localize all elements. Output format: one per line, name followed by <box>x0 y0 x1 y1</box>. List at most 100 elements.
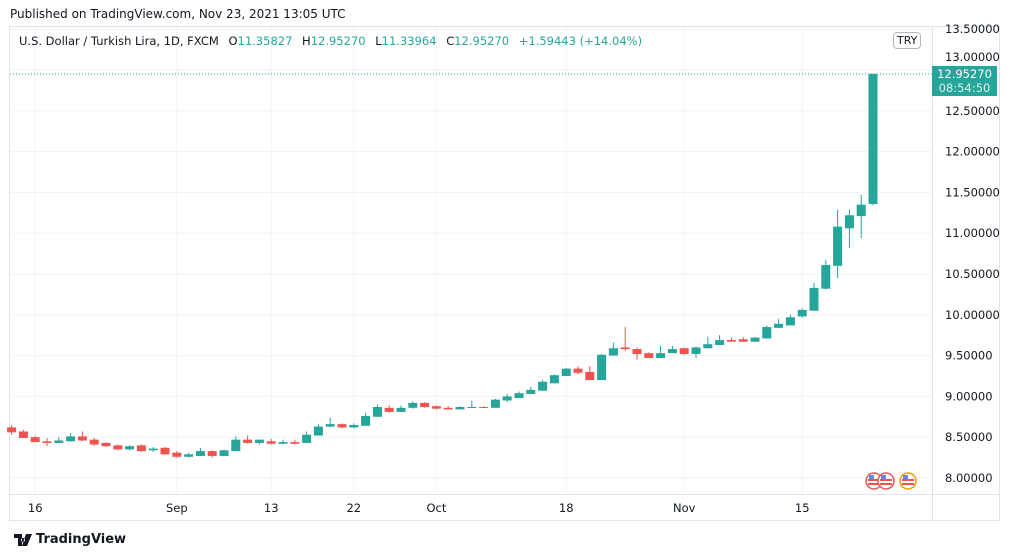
price-tick-label: 9.00000 <box>945 389 993 403</box>
candle[interactable] <box>514 391 524 399</box>
candle[interactable] <box>54 437 64 443</box>
candle[interactable] <box>396 405 406 412</box>
candle[interactable] <box>408 401 418 409</box>
candle-body <box>573 368 583 373</box>
candle[interactable] <box>467 400 477 409</box>
us-flag-event-icon <box>877 472 895 490</box>
candle-body <box>266 441 276 444</box>
price-tick-label: 8.50000 <box>945 430 993 444</box>
candle-body <box>243 439 253 443</box>
candle[interactable] <box>833 209 843 279</box>
price-tick-label: 10.00000 <box>945 308 1000 322</box>
candle-body <box>7 427 17 433</box>
candle[interactable] <box>774 318 784 328</box>
last-price-value: 12.95270 <box>937 67 992 81</box>
candle[interactable] <box>278 439 288 445</box>
candle[interactable] <box>337 423 347 429</box>
candle[interactable] <box>184 452 194 458</box>
candle[interactable] <box>632 347 642 360</box>
candle[interactable] <box>608 342 618 356</box>
candle[interactable] <box>231 436 241 452</box>
candle[interactable] <box>30 435 40 443</box>
price-tick-label: 12.50000 <box>945 104 1000 118</box>
candle[interactable] <box>89 438 99 447</box>
candle[interactable] <box>18 429 28 439</box>
candle-body <box>18 431 28 439</box>
candle[interactable] <box>42 438 52 447</box>
candle[interactable] <box>715 335 725 345</box>
candle[interactable] <box>160 446 170 456</box>
candle[interactable] <box>113 444 123 451</box>
candle[interactable] <box>479 406 489 409</box>
candle-body <box>384 407 394 412</box>
candle[interactable] <box>195 447 205 456</box>
candle[interactable] <box>809 282 819 311</box>
candle[interactable] <box>455 406 465 410</box>
candle[interactable] <box>644 352 654 359</box>
candle[interactable] <box>573 366 583 375</box>
candle[interactable] <box>797 308 807 319</box>
candle[interactable] <box>620 327 630 351</box>
candle-body <box>54 440 64 443</box>
candle[interactable] <box>597 353 607 381</box>
candle[interactable] <box>750 336 760 342</box>
candle-body <box>30 437 40 443</box>
candle[interactable] <box>738 336 748 342</box>
candle[interactable] <box>101 442 111 447</box>
tradingview-logo[interactable]: TradingView <box>14 532 126 547</box>
us-flag-event-icon <box>865 472 883 490</box>
candle[interactable] <box>125 445 135 451</box>
candle[interactable] <box>785 314 795 326</box>
candle[interactable] <box>538 380 548 391</box>
candle[interactable] <box>349 423 359 429</box>
candle-body <box>703 344 713 349</box>
candle[interactable] <box>77 431 87 442</box>
candle[interactable] <box>691 346 701 359</box>
candle[interactable] <box>266 438 276 445</box>
candle-body <box>136 445 146 452</box>
candle[interactable] <box>290 439 300 445</box>
candle[interactable] <box>384 405 394 413</box>
candle[interactable] <box>66 433 76 442</box>
candle[interactable] <box>561 367 571 376</box>
candle[interactable] <box>490 398 500 408</box>
candle[interactable] <box>726 337 736 342</box>
candle[interactable] <box>361 412 371 426</box>
candle[interactable] <box>821 260 831 290</box>
candle[interactable] <box>679 347 689 355</box>
candle[interactable] <box>856 194 866 239</box>
candle[interactable] <box>325 417 335 428</box>
candle[interactable] <box>148 446 158 452</box>
candle[interactable] <box>219 449 229 456</box>
candle[interactable] <box>7 424 17 435</box>
low-value: 11.33964 <box>381 34 437 48</box>
candle[interactable] <box>172 451 182 458</box>
candle[interactable] <box>844 209 854 248</box>
candle[interactable] <box>313 424 323 436</box>
candle[interactable] <box>703 336 713 349</box>
candle[interactable] <box>502 393 512 403</box>
candle[interactable] <box>667 345 677 354</box>
candle[interactable] <box>243 435 253 444</box>
candle-body <box>160 447 170 455</box>
candle[interactable] <box>549 374 559 384</box>
candle[interactable] <box>431 405 441 410</box>
candle[interactable] <box>207 450 217 458</box>
candle[interactable] <box>136 444 146 452</box>
candle[interactable] <box>762 325 772 339</box>
candle[interactable] <box>868 73 878 206</box>
currency-badge[interactable]: TRY <box>893 32 922 49</box>
candle[interactable] <box>254 439 264 445</box>
candle[interactable] <box>526 386 536 394</box>
candle[interactable] <box>302 431 312 443</box>
candle-body <box>726 340 736 342</box>
candle[interactable] <box>372 404 382 417</box>
candle[interactable] <box>585 366 595 381</box>
close-value: 12.95270 <box>454 34 510 48</box>
candle[interactable] <box>420 402 430 408</box>
candle[interactable] <box>656 345 666 359</box>
candle[interactable] <box>443 406 453 410</box>
grid <box>10 27 932 494</box>
candle-body <box>290 442 300 444</box>
